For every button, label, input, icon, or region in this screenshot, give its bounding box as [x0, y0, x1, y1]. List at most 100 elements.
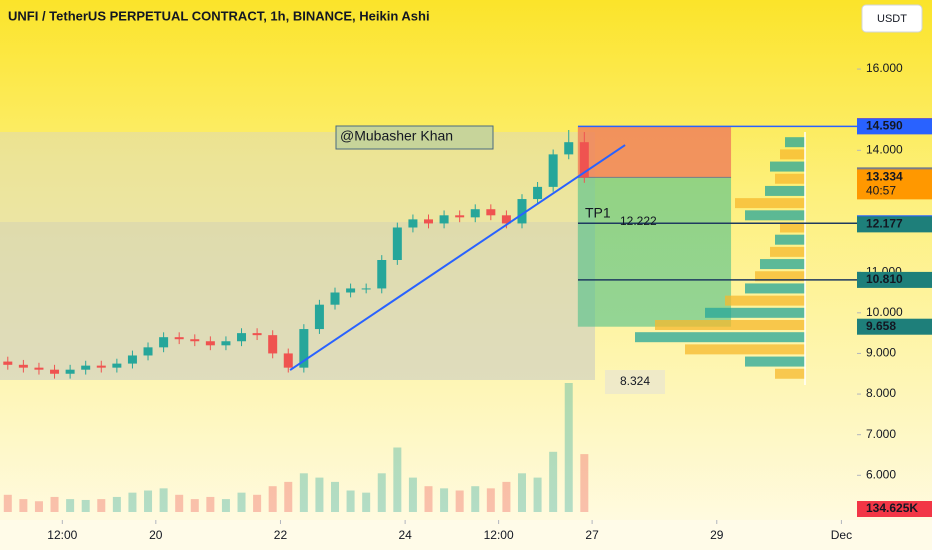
y-tick-label: 14.000	[866, 142, 903, 156]
x-tick-label: 22	[274, 528, 288, 542]
candle-body	[268, 335, 278, 354]
candle-body	[174, 337, 184, 340]
price-label: 9.658	[866, 319, 896, 333]
price-label-bg	[857, 118, 932, 135]
volume-bar	[549, 451, 558, 512]
x-tick-label: 27	[585, 528, 599, 542]
candle-body	[190, 339, 200, 342]
box-label-bg	[605, 370, 665, 394]
candle-body	[299, 329, 309, 368]
candle-body	[34, 367, 44, 370]
profile-bar	[770, 161, 805, 172]
chart-title: UNFI / TetherUS PERPETUAL CONTRACT, 1h, …	[8, 8, 430, 23]
volume-bar	[315, 477, 324, 512]
candle-body	[330, 292, 340, 305]
candle-body	[283, 353, 293, 368]
candle-body	[205, 341, 215, 346]
volume-bar	[299, 473, 308, 512]
volume-bar	[81, 499, 90, 512]
stop-zone	[577, 126, 732, 178]
y-tick-label: 16.000	[866, 61, 903, 75]
price-label-bg	[857, 318, 932, 335]
candle-body	[517, 199, 527, 224]
volume-bar	[3, 494, 12, 512]
currency[interactable]: USDT	[877, 13, 907, 25]
y-tick-label: 9.000	[866, 346, 896, 360]
profile-bar	[705, 307, 805, 318]
candle-body	[112, 363, 122, 368]
candle-body	[96, 365, 106, 368]
candle-body	[408, 219, 418, 228]
volume-bar	[190, 499, 199, 512]
volume-bar	[50, 496, 59, 512]
profile-bar	[755, 271, 805, 282]
x-tick-label: 12:00	[484, 528, 514, 542]
volume-bar	[580, 454, 589, 512]
price-label-bg	[857, 216, 932, 233]
y-tick-label: 6.000	[866, 467, 896, 481]
volume-bar	[237, 492, 246, 512]
candle-body	[81, 365, 91, 370]
volume-bar	[284, 481, 293, 512]
candle-body	[50, 369, 60, 374]
candle-body	[143, 347, 153, 356]
volume-bar	[66, 499, 75, 512]
price-label-bg	[857, 169, 932, 200]
candle-body	[548, 154, 558, 187]
candle-body	[65, 369, 75, 374]
countdown: 40:57	[866, 184, 896, 198]
candle-body	[361, 288, 371, 290]
candle-body	[579, 142, 589, 178]
volume-bar	[159, 488, 168, 512]
x-tick-label: 29	[710, 528, 724, 542]
volume-bar	[455, 490, 464, 512]
candle-body	[564, 142, 574, 155]
box-label: 8.324	[620, 374, 650, 388]
volume-bar	[440, 488, 449, 512]
y-tick-label: 7.000	[866, 427, 896, 441]
volume-bar	[331, 481, 340, 512]
profile-bar	[775, 173, 805, 184]
volume-bar	[564, 383, 573, 512]
range-box-inner	[0, 222, 595, 380]
profile-bar	[655, 320, 805, 330]
price-label: 13.334	[866, 170, 903, 184]
volume-bar	[19, 499, 28, 512]
candle-body	[455, 215, 465, 218]
volume-bar	[377, 473, 386, 512]
profile-bar	[775, 368, 805, 379]
price-label: 12.177	[866, 217, 903, 231]
volume-bar	[346, 490, 355, 512]
currency-button[interactable]	[861, 4, 923, 33]
volume-bar	[144, 490, 153, 512]
box-label: 12.222	[620, 214, 657, 228]
candle-body	[237, 333, 247, 342]
volume-bar	[502, 481, 511, 512]
axes: 6.0007.0008.0009.00010.00011.00014.00016…	[0, 61, 932, 550]
volume-bar	[517, 473, 526, 512]
profile-bar	[770, 246, 805, 257]
volume-bar	[206, 496, 215, 512]
volume-bar	[175, 494, 184, 512]
profile-bar	[635, 332, 805, 343]
x-tick-label: Dec	[831, 528, 852, 542]
profile-bar	[745, 356, 805, 367]
x-tick-label: 24	[398, 528, 412, 542]
author-box	[335, 125, 494, 150]
candle-body	[392, 227, 402, 260]
profile-bar	[775, 234, 805, 245]
volume-bar	[533, 477, 542, 512]
target-zone	[577, 177, 732, 327]
profile-bar	[745, 283, 805, 294]
author: @Mubasher Khan	[340, 128, 453, 144]
candle-body	[221, 341, 231, 346]
candle-body	[486, 209, 496, 216]
price-label: 14.590	[866, 119, 903, 133]
range-box	[0, 132, 595, 380]
price-label-bg	[857, 271, 932, 288]
volume-bar	[408, 477, 417, 512]
profile-bar	[735, 198, 805, 209]
candle-body	[424, 219, 433, 224]
x-axis-bg	[0, 520, 932, 550]
x-tick-label: 12:00	[47, 528, 77, 542]
